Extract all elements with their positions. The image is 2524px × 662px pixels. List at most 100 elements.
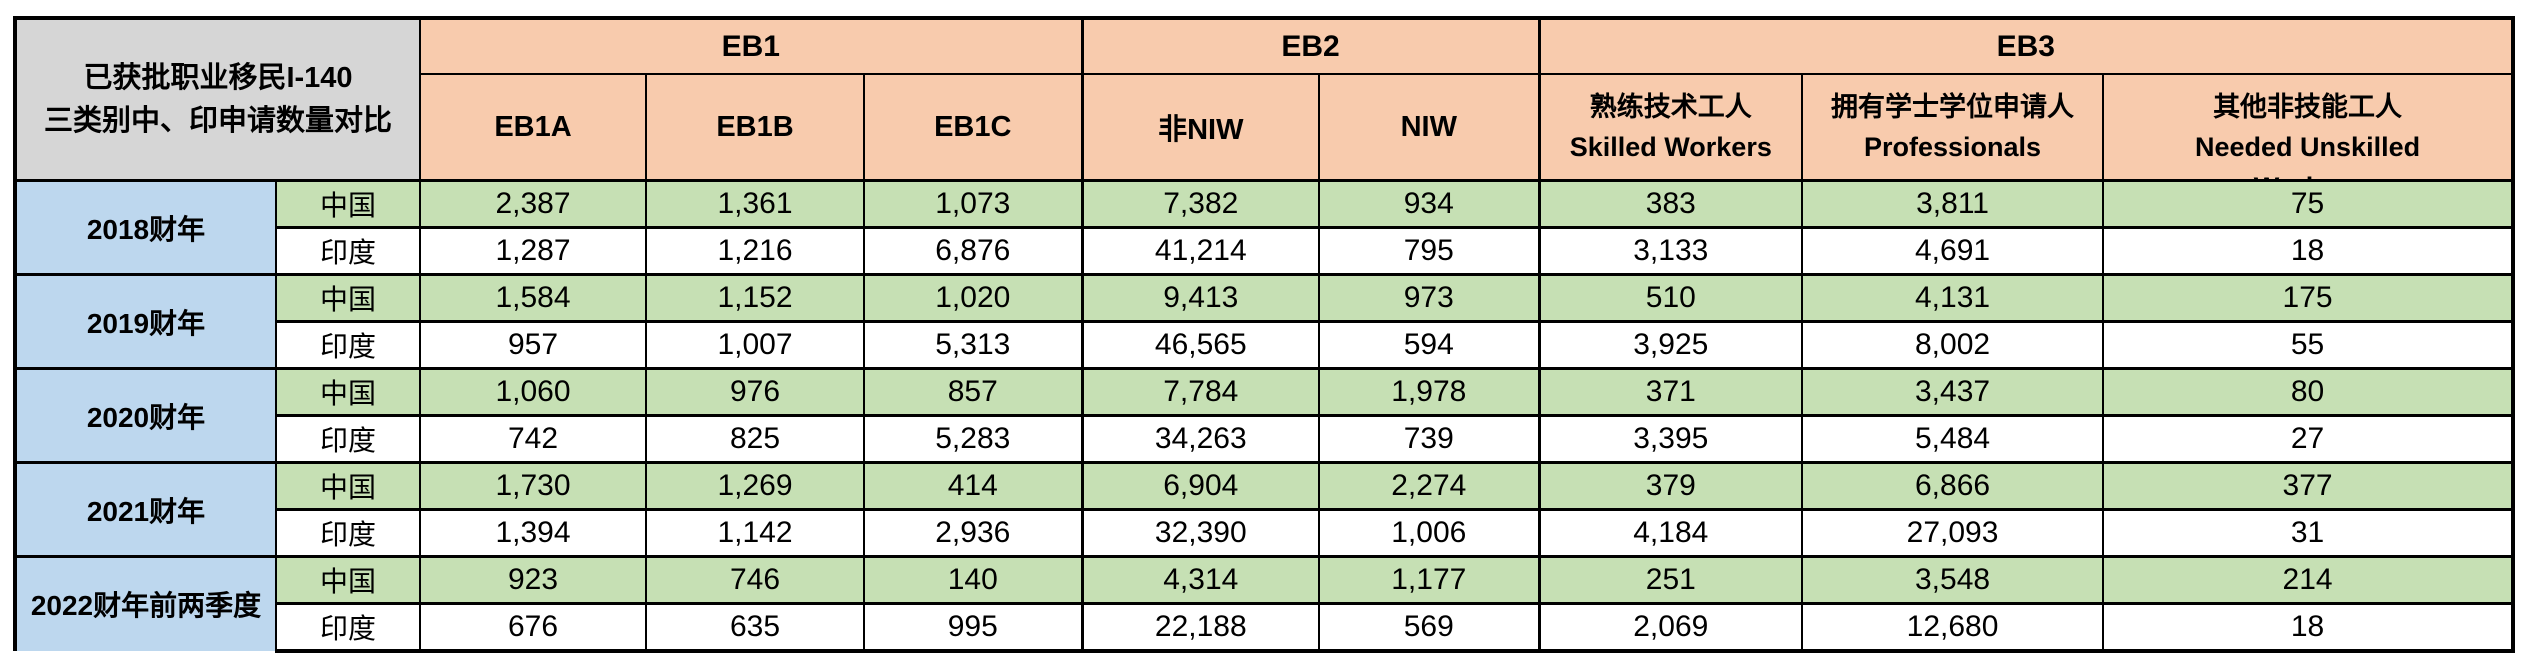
value-cell: 1,142 bbox=[645, 508, 866, 558]
i140-comparison-table: 已获批职业移民I-140 三类别中、印申请数量对比 EB1 EB2 EB3 EB… bbox=[13, 16, 2516, 653]
value-cell: 6,866 bbox=[1801, 461, 2105, 511]
value-cell: 742 bbox=[419, 414, 648, 464]
value-cell: 739 bbox=[1318, 414, 1541, 464]
table-row: 2019财年 中国 1,584 1,152 1,020 9,413 973 510 4,131 1… bbox=[14, 273, 2515, 370]
table-title-line2: 三类别中、印申请数量对比 bbox=[44, 104, 393, 137]
value-cell: 175 bbox=[2102, 273, 2515, 323]
value-cell: 1,584 bbox=[419, 273, 648, 323]
value-cell: 1,007 bbox=[645, 320, 866, 370]
value-cell: 1,060 bbox=[419, 367, 648, 417]
table-row: 2021财年 中国 1,730 1,269 414 6,904 2,274 379 6,866 3… bbox=[14, 461, 2515, 558]
value-cell: 46,565 bbox=[1080, 320, 1321, 370]
col-header-non-niw-label: 非NIW bbox=[1158, 114, 1244, 146]
value-cell: 18 bbox=[2102, 602, 2515, 653]
col-header-eb1c: EB1C bbox=[863, 73, 1084, 182]
table-header: 已获批职业移民I-140 三类别中、印申请数量对比 EB1 EB2 EB3 EB… bbox=[13, 17, 2515, 182]
value-cell: 1,152 bbox=[645, 273, 866, 323]
col-header-non-niw: 非NIW bbox=[1080, 73, 1321, 182]
value-cell: 414 bbox=[863, 461, 1084, 511]
col-header-skilled-en: Skilled Workers bbox=[1569, 132, 1772, 162]
value-cell: 3,395 bbox=[1537, 414, 1804, 464]
col-header-skilled-zh: 熟练技术工人 bbox=[1589, 92, 1752, 122]
value-cell: 41,214 bbox=[1080, 226, 1321, 276]
country-cell: 印度 bbox=[274, 320, 422, 370]
col-header-eb1b-label: EB1B bbox=[716, 110, 794, 143]
value-cell: 676 bbox=[419, 602, 648, 653]
year-cell: 2019财年 bbox=[14, 273, 277, 370]
value-cell: 635 bbox=[645, 602, 866, 653]
col-header-niw: NIW bbox=[1318, 73, 1541, 182]
value-cell: 214 bbox=[2102, 555, 2515, 605]
value-cell: 3,811 bbox=[1801, 179, 2105, 229]
year-cell: 2021财年 bbox=[14, 461, 277, 558]
table-row: 2022财年前两季度 中国 923 746 140 4,314 1,177 251 3,548 2… bbox=[14, 555, 2515, 651]
value-cell: 22,188 bbox=[1080, 602, 1321, 653]
table-row: 印度 957 1,007 5,313 46,565 594 3,925 8,002 55 bbox=[15, 320, 2515, 370]
country-cell: 中国 bbox=[274, 461, 422, 511]
value-cell: 3,548 bbox=[1801, 555, 2105, 605]
value-cell: 510 bbox=[1537, 273, 1804, 323]
value-cell: 1,394 bbox=[419, 508, 648, 558]
value-cell: 857 bbox=[863, 367, 1084, 417]
col-header-unskilled-zh: 其他非技能工人 bbox=[2213, 92, 2403, 122]
country-cell: 中国 bbox=[274, 555, 422, 605]
country-cell: 印度 bbox=[274, 602, 422, 653]
value-cell: 75 bbox=[2102, 179, 2515, 229]
value-cell: 251 bbox=[1537, 555, 1804, 605]
value-cell: 12,680 bbox=[1801, 602, 2105, 653]
country-cell: 印度 bbox=[274, 226, 422, 276]
value-cell: 6,876 bbox=[863, 226, 1084, 276]
value-cell: 1,073 bbox=[863, 179, 1084, 229]
col-header-niw-label: NIW bbox=[1400, 110, 1457, 143]
col-header-professionals-zh: 拥有学士学位申请人 bbox=[1831, 92, 2075, 122]
value-cell: 8,002 bbox=[1801, 320, 2105, 370]
value-cell: 2,274 bbox=[1318, 461, 1541, 511]
value-cell: 746 bbox=[645, 555, 866, 605]
table-row: 2018财年 中国 2,387 1,361 1,073 7,382 934 383 3,811 7… bbox=[14, 179, 2515, 276]
value-cell: 4,184 bbox=[1537, 508, 1804, 558]
value-cell: 923 bbox=[419, 555, 648, 605]
col-header-unskilled-en2: Workers bbox=[2254, 167, 2362, 178]
value-cell: 569 bbox=[1318, 602, 1541, 653]
col-header-eb1b: EB1B bbox=[645, 73, 866, 182]
value-cell: 27 bbox=[2102, 414, 2515, 464]
value-cell: 995 bbox=[863, 602, 1084, 653]
table-row: 印度 676 635 995 22,188 569 2,069 12,680 18 bbox=[15, 602, 2515, 653]
value-cell: 2,069 bbox=[1537, 602, 1804, 653]
country-cell: 印度 bbox=[274, 508, 422, 558]
value-cell: 34,263 bbox=[1080, 414, 1321, 464]
value-cell: 1,730 bbox=[419, 461, 648, 511]
value-cell: 1,216 bbox=[645, 226, 866, 276]
value-cell: 1,020 bbox=[863, 273, 1084, 323]
col-header-eb1c-label: EB1C bbox=[934, 110, 1012, 143]
value-cell: 1,177 bbox=[1318, 555, 1541, 605]
year-cell: 2022财年前两季度 bbox=[14, 555, 277, 651]
col-header-eb1a: EB1A bbox=[419, 73, 648, 182]
table-stage: 已获批职业移民I-140 三类别中、印申请数量对比 EB1 EB2 EB3 EB… bbox=[13, 16, 2516, 653]
value-cell: 976 bbox=[645, 367, 866, 417]
col-header-unskilled-en1: Needed Unskilled bbox=[2195, 132, 2421, 162]
table-row: 印度 1,287 1,216 6,876 41,214 795 3,133 4,691 18 bbox=[15, 226, 2515, 276]
value-cell: 957 bbox=[419, 320, 648, 370]
value-cell: 973 bbox=[1318, 273, 1541, 323]
table-row: 印度 1,394 1,142 2,936 32,390 1,006 4,184 27,093 3… bbox=[15, 508, 2515, 558]
value-cell: 1,287 bbox=[419, 226, 648, 276]
sub-header-row: EB1A EB1B EB1C 非NIW NIW 熟练技术工人 Skilled W… bbox=[15, 73, 2515, 182]
year-cell: 2018财年 bbox=[14, 179, 277, 276]
value-cell: 4,131 bbox=[1801, 273, 2105, 323]
col-header-eb1a-label: EB1A bbox=[494, 110, 572, 143]
table-row: 2020财年 中国 1,060 976 857 7,784 1,978 371 3,437 80 bbox=[14, 367, 2515, 464]
value-cell: 6,904 bbox=[1080, 461, 1321, 511]
value-cell: 27,093 bbox=[1801, 508, 2105, 558]
value-cell: 31 bbox=[2102, 508, 2515, 558]
col-header-unskilled-workers: 其他非技能工人 Needed Unskilled Workers bbox=[2102, 73, 2515, 182]
year-cell: 2020财年 bbox=[14, 367, 277, 464]
group-header-eb1: EB1 bbox=[419, 17, 1084, 75]
country-cell: 中国 bbox=[274, 273, 422, 323]
value-cell: 2,387 bbox=[419, 179, 648, 229]
table-title-line1: 已获批职业移民I-140 bbox=[83, 61, 353, 94]
country-cell: 印度 bbox=[274, 414, 422, 464]
value-cell: 594 bbox=[1318, 320, 1541, 370]
value-cell: 4,691 bbox=[1801, 226, 2105, 276]
value-cell: 1,006 bbox=[1318, 508, 1541, 558]
